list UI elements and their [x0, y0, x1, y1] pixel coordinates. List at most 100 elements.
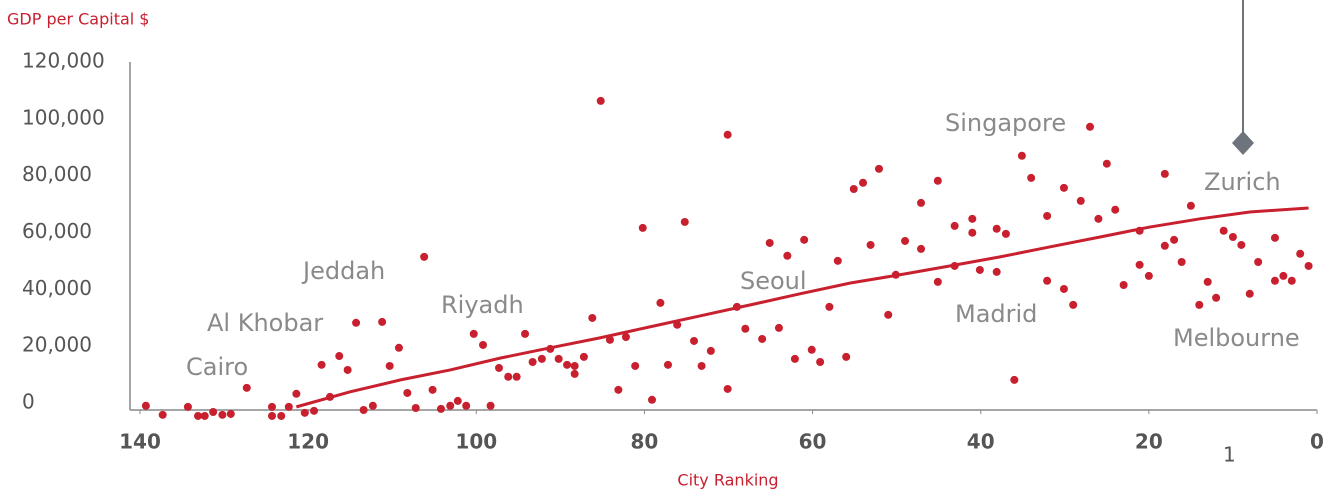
x-axis-title: City Ranking: [677, 471, 778, 490]
point: [1086, 122, 1095, 131]
y-tick-label: 120,000: [22, 49, 105, 73]
point: [1102, 159, 1111, 168]
annotation: Cairo: [186, 353, 248, 381]
x-tick-label: 40: [967, 430, 995, 454]
point: [992, 224, 1001, 233]
y-tick-label: 40,000: [22, 276, 92, 300]
point: [706, 346, 715, 355]
annotation: Zurich: [1204, 168, 1281, 196]
point: [1160, 241, 1169, 250]
point: [697, 361, 706, 370]
annotation: Singapore: [945, 109, 1066, 137]
point: [453, 396, 462, 405]
point: [842, 352, 851, 361]
point: [859, 178, 868, 187]
point: [783, 251, 792, 260]
point: [807, 345, 816, 354]
point: [403, 388, 412, 397]
point: [1296, 249, 1305, 258]
y-tick-label: 20,000: [22, 333, 92, 357]
point: [462, 401, 471, 410]
annotation: Melbourne: [1173, 324, 1300, 352]
point: [469, 329, 478, 338]
point: [1043, 276, 1052, 285]
point: [310, 406, 319, 415]
point: [1245, 289, 1254, 298]
point: [968, 214, 977, 223]
point: [1304, 261, 1313, 270]
footnote-marker: 1: [1223, 443, 1236, 467]
point: [1279, 271, 1288, 280]
point: [158, 410, 167, 419]
point: [277, 411, 286, 420]
point: [849, 184, 858, 193]
point: [1237, 240, 1246, 249]
point: [1111, 205, 1120, 214]
point: [394, 343, 403, 352]
point: [723, 130, 732, 139]
point: [901, 236, 910, 245]
point: [800, 235, 809, 244]
point: [385, 361, 394, 370]
point: [1043, 211, 1052, 220]
point: [504, 372, 513, 381]
point: [528, 357, 537, 366]
y-tick-label: 100,000: [22, 105, 105, 129]
point: [209, 407, 218, 416]
x-tick-label: 80: [631, 430, 659, 454]
point: [656, 298, 665, 307]
point: [968, 228, 977, 237]
annotation: Seoul: [740, 267, 807, 295]
point: [1027, 173, 1036, 182]
point: [1069, 300, 1078, 309]
point: [1270, 233, 1279, 242]
point: [1170, 235, 1179, 244]
point: [1212, 293, 1221, 302]
point: [352, 318, 361, 327]
point: [486, 401, 495, 410]
point: [570, 369, 579, 378]
point: [359, 406, 368, 414]
point: [774, 323, 783, 332]
point: [816, 357, 825, 366]
point: [1195, 300, 1204, 309]
point: [521, 329, 530, 338]
point: [183, 402, 192, 411]
point: [563, 360, 572, 369]
x-tick-label: 20: [1135, 430, 1163, 454]
y-tick-label: 80,000: [22, 162, 92, 186]
point: [1017, 151, 1026, 160]
point: [866, 240, 875, 249]
point: [1270, 276, 1279, 285]
point: [300, 408, 309, 417]
point: [647, 395, 656, 404]
annotation: Riyadh: [441, 291, 524, 319]
point: [335, 352, 344, 361]
point: [1228, 232, 1237, 241]
y-tick-label: 0: [22, 389, 35, 413]
point: [663, 360, 672, 369]
point: [420, 252, 429, 261]
point: [605, 335, 614, 344]
point: [933, 176, 942, 185]
point: [596, 96, 605, 105]
pointer-diamond: [1232, 131, 1254, 155]
annotation: Jeddah: [301, 257, 385, 285]
point: [411, 404, 420, 413]
x-tick-label: 60: [799, 430, 827, 454]
point: [1219, 226, 1228, 235]
x-tick-label: 140: [119, 430, 161, 454]
point: [588, 313, 597, 322]
point: [1254, 257, 1263, 266]
trend-line: [295, 206, 1309, 409]
point: [378, 317, 387, 326]
point: [741, 324, 750, 333]
point: [579, 352, 588, 361]
point: [833, 256, 842, 265]
point: [992, 267, 1001, 276]
point: [1001, 229, 1010, 238]
point: [317, 360, 326, 369]
point: [218, 410, 227, 419]
point: [368, 401, 377, 410]
point: [554, 354, 563, 363]
